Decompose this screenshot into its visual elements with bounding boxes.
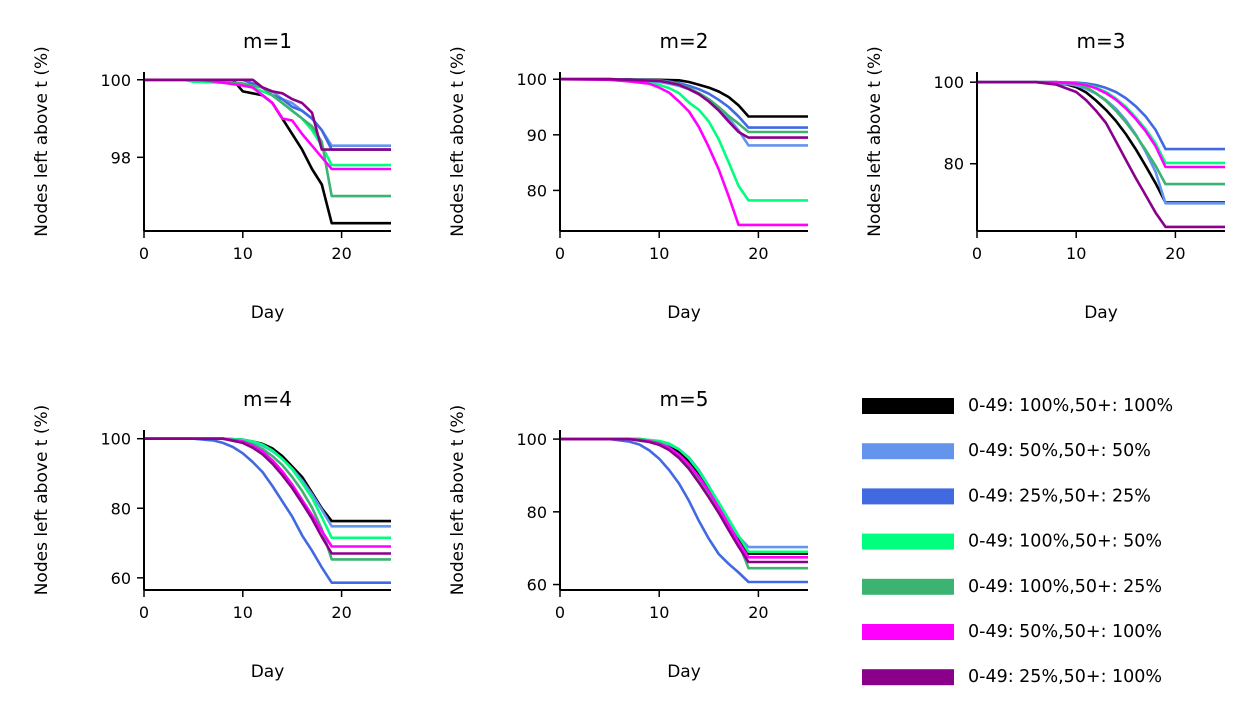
x-tick-label: 10: [1066, 244, 1086, 263]
x-axis-title: Day: [1084, 303, 1118, 323]
series-line-7: [560, 77, 808, 139]
y-tick-label: 100: [516, 70, 547, 89]
x-tick-label: 20: [748, 603, 768, 622]
y-tick-label: 80: [527, 503, 547, 522]
x-tick-label: 20: [1165, 244, 1185, 263]
panel-title: m=2: [660, 29, 709, 53]
x-axis-title: Day: [667, 662, 701, 682]
x-tick-label: 10: [649, 244, 669, 263]
y-tick-label: 100: [100, 71, 131, 90]
series-line-5: [144, 78, 391, 198]
series-line-5: [977, 80, 1225, 186]
x-tick-label: 0: [555, 603, 565, 622]
x-tick-label: 0: [972, 244, 982, 263]
x-tick-label: 0: [555, 244, 565, 263]
series-line-4: [560, 77, 808, 202]
y-axis-title: Nodes left above t (%): [32, 46, 52, 237]
panel-title: m=4: [243, 387, 292, 411]
x-tick-label: 10: [233, 244, 253, 263]
y-axis-title: Nodes left above t (%): [448, 46, 468, 237]
y-axis-title: Nodes left above t (%): [32, 405, 52, 596]
series-line-4: [560, 437, 808, 554]
legend-label: 0-49: 25%,50+: 25%: [968, 486, 1151, 506]
panel-title: m=5: [660, 387, 709, 411]
series-line-7: [144, 437, 391, 555]
panel-2: m=2 0 10 20 80 90 100 Day Nodes left above t (%): [448, 29, 808, 323]
legend-swatch: [862, 398, 954, 414]
series-line-1: [144, 78, 391, 225]
y-tick-label: 60: [527, 576, 547, 595]
panel-4: m=4 0 10 20 60 80 100 Day Nodes left above t (%): [32, 387, 391, 682]
legend-label: 0-49: 25%,50+: 100%: [968, 667, 1162, 687]
x-tick-label: 10: [233, 603, 253, 622]
x-tick-label: 0: [139, 603, 149, 622]
y-tick-label: 60: [111, 569, 131, 588]
legend-label: 0-49: 50%,50+: 50%: [968, 441, 1151, 461]
y-axis-title: Nodes left above t (%): [865, 46, 885, 237]
legend-swatch: [862, 578, 954, 595]
series-line-3: [144, 437, 391, 585]
y-tick-label: 98: [111, 148, 131, 167]
y-tick-label: 80: [527, 181, 547, 200]
x-tick-label: 20: [748, 244, 768, 263]
series-line-1: [560, 437, 808, 555]
series-line-6: [977, 80, 1225, 169]
series-line-7: [144, 78, 391, 151]
series-line-7: [560, 437, 808, 564]
series-line-6: [144, 78, 391, 171]
series-line-6: [559, 77, 808, 227]
panel-3: m=3 0 10 20 80 100 Day Nodes left above t (%): [865, 29, 1225, 323]
legend: 0-49: 100%,50+: 100% 0-49: 50%,50+: 50% 0-…: [862, 396, 1173, 687]
series-line-7: [977, 80, 1225, 229]
series-line-3: [560, 437, 808, 584]
legend-label: 0-49: 50%,50+: 100%: [968, 622, 1162, 642]
series-line-4: [144, 437, 391, 540]
panel-1: m=1 0 10 20 98 100 Day Nodes left above t (%): [32, 29, 391, 323]
legend-label: 0-49: 100%,50+: 25%: [968, 577, 1162, 597]
x-tick-label: 0: [139, 244, 149, 263]
y-axis-title: Nodes left above t (%): [448, 405, 468, 596]
y-tick-label: 80: [944, 155, 964, 174]
x-tick-label: 20: [331, 244, 351, 263]
x-tick-label: 10: [649, 603, 669, 622]
y-tick-label: 80: [111, 499, 131, 518]
x-axis-title: Day: [667, 303, 701, 323]
panel-title: m=3: [1077, 29, 1126, 53]
series-line-6: [144, 437, 391, 548]
series-line-2: [560, 77, 808, 147]
y-tick-label: 100: [933, 73, 964, 92]
legend-label: 0-49: 100%,50+: 100%: [968, 396, 1173, 416]
x-axis-title: Day: [251, 662, 285, 682]
x-tick-label: 20: [331, 603, 351, 622]
panel-5: m=5 0 10 20 60 80 100 Day Nodes left above t (%): [448, 387, 808, 682]
panel-title: m=1: [243, 29, 292, 53]
y-tick-label: 100: [516, 430, 547, 449]
legend-swatch: [862, 443, 954, 460]
y-tick-label: 90: [527, 126, 547, 145]
legend-swatch: [862, 624, 954, 640]
legend-label: 0-49: 100%,50+: 50%: [968, 532, 1162, 552]
legend-swatch: [862, 488, 954, 505]
series-line-4: [977, 80, 1225, 165]
legend-swatch: [862, 533, 954, 550]
y-tick-label: 100: [100, 430, 131, 449]
x-axis-title: Day: [251, 303, 285, 323]
legend-swatch: [862, 669, 954, 686]
